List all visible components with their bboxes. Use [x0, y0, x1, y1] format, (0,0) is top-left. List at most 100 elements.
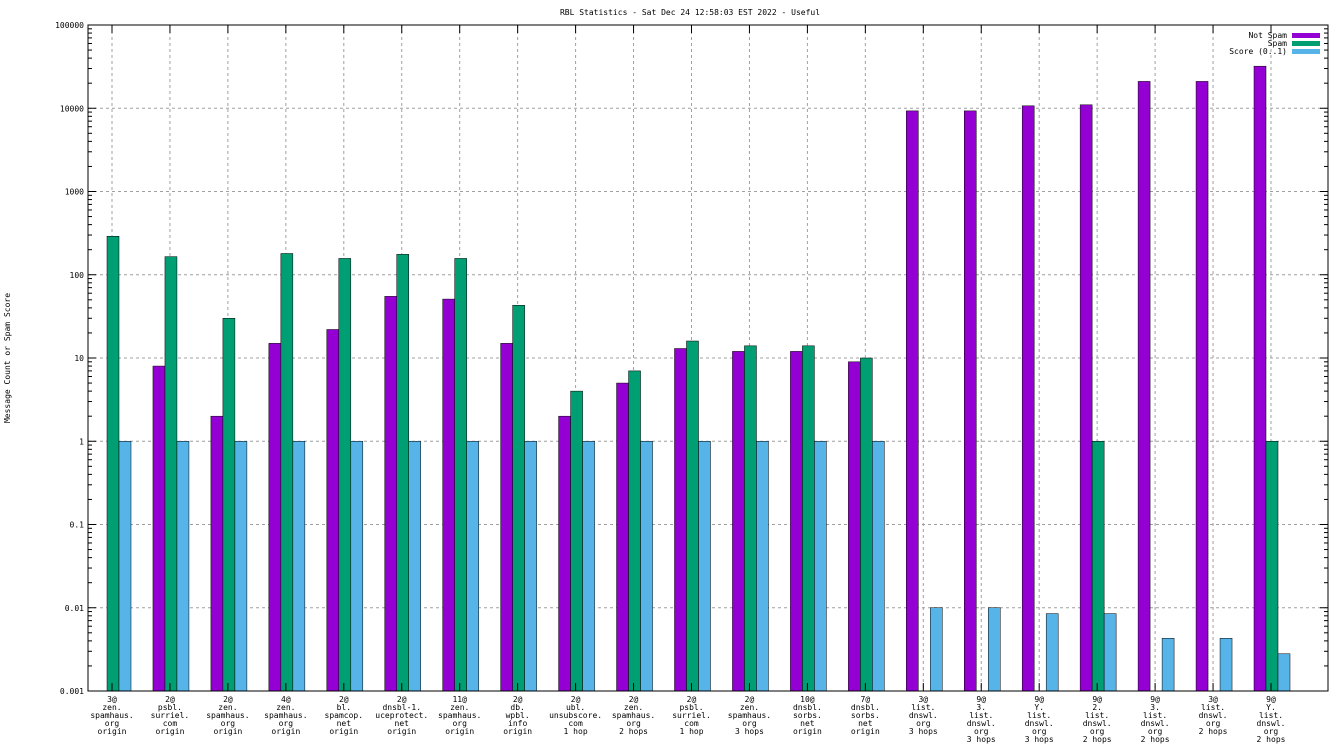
bar-not-spam	[1137, 81, 1151, 692]
bar-not-spam	[384, 296, 397, 692]
y-tick-label: 10000	[60, 104, 84, 113]
bar-spam	[454, 258, 467, 692]
x-tick-label: net	[800, 719, 815, 728]
x-tick-label: org	[916, 719, 931, 728]
x-tick-label: net	[395, 719, 410, 728]
x-tick-label: db.	[510, 703, 524, 712]
y-tick-label: 100	[70, 271, 85, 280]
x-tick-label: 3.	[1150, 703, 1160, 712]
bar-spam	[744, 345, 757, 692]
x-tick-label: com	[684, 719, 699, 728]
bar-score	[118, 441, 132, 692]
x-tick-label: spamcop.	[325, 711, 364, 720]
x-tick-label: wpbl.	[506, 711, 530, 720]
x-tick-label: dnswl.	[1083, 719, 1112, 728]
bar-score	[1045, 613, 1059, 692]
bar-spam	[1091, 441, 1105, 692]
x-tick-label: 2@	[223, 695, 233, 704]
x-tick-label: 9@	[976, 695, 986, 704]
x-tick-label: 2@	[687, 695, 697, 704]
x-tick-label: 3@	[918, 695, 928, 704]
x-tick-label: 2@	[165, 695, 175, 704]
y-axis-label: Message Count or Spam Score	[3, 293, 12, 423]
x-tick-label: 3@	[107, 695, 117, 704]
x-tick-label: 4@	[281, 695, 291, 704]
bar-not-spam	[1253, 65, 1267, 692]
x-tick-label: dnswl.	[1257, 719, 1286, 728]
x-tick-label: 9@	[1034, 695, 1044, 704]
bar-not-spam	[268, 343, 282, 692]
bar-not-spam	[442, 298, 455, 692]
bar-not-spam	[674, 348, 687, 692]
x-tick-label: origin	[503, 727, 532, 736]
x-tick-label: 3 hops	[909, 727, 938, 736]
bar-spam	[164, 256, 178, 692]
bar-score	[350, 441, 364, 692]
x-tick-label: Y.	[1034, 703, 1044, 712]
x-tick-label: 2 hops	[1257, 735, 1286, 744]
x-tick-label: dnswl.	[967, 719, 996, 728]
x-tick-label: org	[1032, 727, 1047, 736]
bar-not-spam	[152, 365, 166, 692]
x-tick-label: net	[858, 719, 873, 728]
x-tick-label: 3.	[976, 703, 986, 712]
bar-spam	[1265, 441, 1279, 692]
x-tick-label: net	[337, 719, 352, 728]
x-tick-label: origin	[213, 727, 242, 736]
x-tick-label: spamhaus.	[612, 711, 655, 720]
bar-spam	[396, 254, 409, 692]
x-tick-label: list.	[1201, 703, 1225, 712]
x-tick-label: com	[568, 719, 583, 728]
x-tick-label: spamhaus.	[728, 711, 771, 720]
x-tick-label: origin	[445, 727, 474, 736]
x-tick-label: list.	[1143, 711, 1167, 720]
x-tick-label: 9@	[1266, 695, 1276, 704]
bar-not-spam	[906, 110, 919, 692]
x-tick-label: spamhaus.	[264, 711, 307, 720]
x-tick-label: list.	[1027, 711, 1051, 720]
x-tick-label: 2 hops	[1199, 727, 1228, 736]
x-tick-label: 7@	[861, 695, 871, 704]
x-tick-label: org	[1264, 727, 1279, 736]
bar-spam	[570, 390, 583, 692]
bar-not-spam	[616, 382, 629, 692]
bar-score	[408, 441, 421, 692]
bar-score	[292, 441, 306, 692]
bar-not-spam	[326, 329, 340, 692]
x-tick-label: info	[508, 719, 527, 728]
bar-score	[524, 441, 537, 692]
legend-swatch	[1292, 41, 1320, 46]
bar-score	[234, 441, 248, 692]
x-tick-label: org	[452, 719, 467, 728]
x-tick-label: origin	[98, 727, 127, 736]
x-tick-label: org	[974, 727, 989, 736]
x-tick-label: 9@	[1150, 695, 1160, 704]
y-tick-label: 10	[74, 354, 84, 363]
x-tick-label: 2@	[745, 695, 755, 704]
bar-score	[1161, 638, 1175, 692]
bar-spam	[628, 370, 641, 692]
x-tick-label: org	[279, 719, 294, 728]
x-tick-label: spamhaus.	[206, 711, 249, 720]
x-tick-label: zen.	[218, 703, 237, 712]
bar-not-spam	[732, 351, 745, 692]
bar-not-spam	[1021, 105, 1035, 692]
x-tick-label: origin	[387, 727, 416, 736]
x-tick-label: 10@	[800, 695, 815, 704]
x-tick-label: ubl.	[566, 703, 585, 712]
bar-not-spam	[1079, 104, 1093, 692]
bar-spam	[860, 357, 873, 692]
x-tick-label: 3 hops	[735, 727, 764, 736]
legend-label: Not Spam	[1248, 31, 1287, 40]
x-tick-label: origin	[155, 727, 184, 736]
bar-score	[582, 441, 595, 692]
bar-spam	[338, 258, 352, 692]
bar-score	[176, 441, 190, 692]
x-tick-label: 9@	[1092, 695, 1102, 704]
legend-swatch	[1292, 49, 1320, 54]
x-tick-label: 2@	[397, 695, 407, 704]
x-tick-label: dnswl.	[909, 711, 938, 720]
x-tick-label: org	[1206, 719, 1221, 728]
bar-spam	[686, 340, 699, 692]
